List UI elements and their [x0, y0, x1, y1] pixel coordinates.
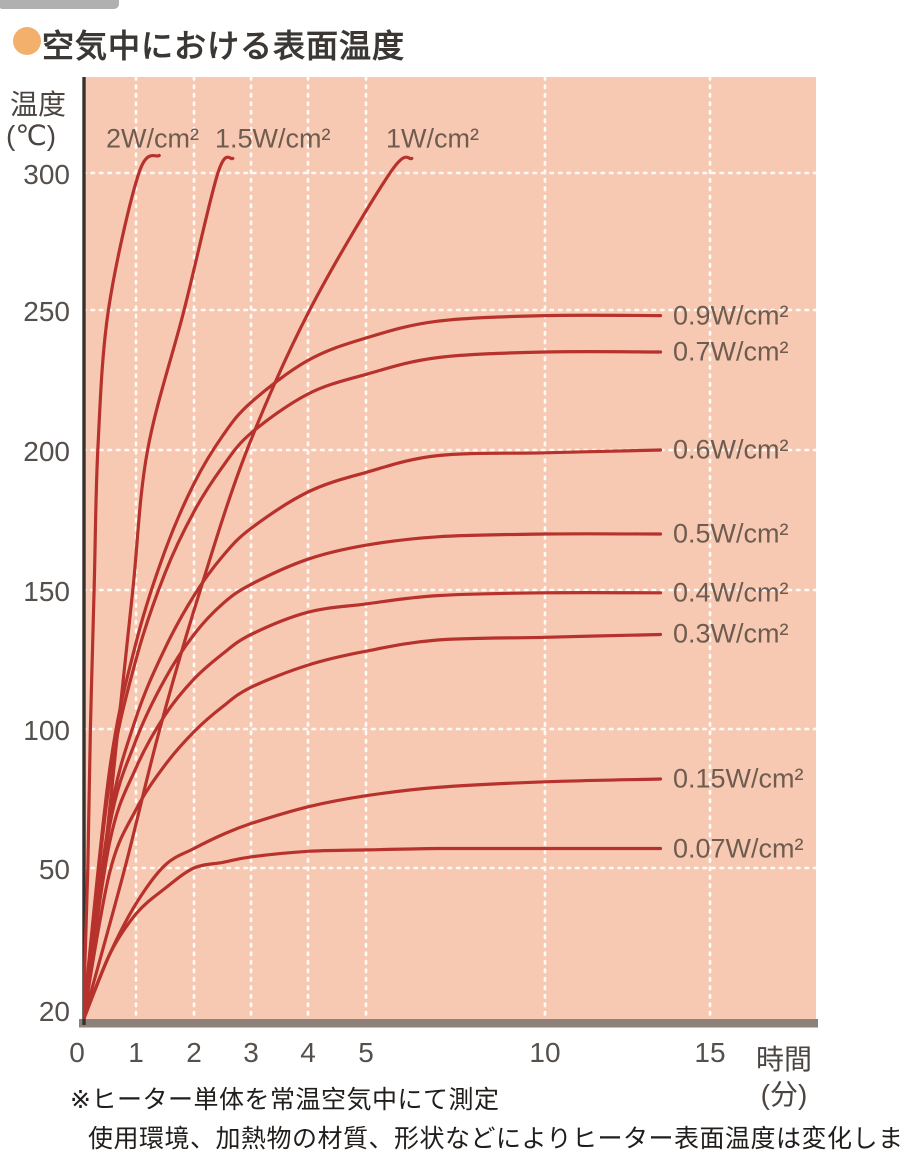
footnote-disclaimer: 使用環境、加熱物の材質、形状などによりヒーター表面温度は変化します。 — [88, 1125, 900, 1153]
x-axis-unit-label: 時間 — [755, 1044, 812, 1075]
x-tick-label: 5 — [358, 1037, 374, 1068]
curve-label-1.5w: 1.5W/cm² — [215, 123, 331, 154]
curve-label-0.4w: 0.4W/cm² — [673, 577, 789, 608]
page-title: 空気中における表面温度 — [42, 28, 406, 64]
y-tick-label: 20 — [38, 996, 70, 1027]
curve-label-0.5w: 0.5W/cm² — [673, 518, 789, 549]
curve-label-0.7w: 0.7W/cm² — [673, 336, 789, 367]
top-edge-fragment — [0, 0, 119, 9]
curve-label-0.9w: 0.9W/cm² — [673, 300, 789, 331]
x-tick-label: 0 — [69, 1037, 85, 1068]
curve-label-2w: 2W/cm² — [106, 123, 199, 154]
curve-label-0.15w: 0.15W/cm² — [673, 763, 804, 794]
y-tick-label: 150 — [23, 576, 70, 607]
curve-label-0.6w: 0.6W/cm² — [673, 434, 789, 465]
x-tick-label: 2 — [186, 1037, 202, 1068]
curve-label-0.07w: 0.07W/cm² — [673, 833, 804, 864]
y-axis-unit-label: 温度 — [10, 89, 67, 120]
y-axis-unit-symbol: (℃) — [6, 120, 57, 151]
section-bullet-icon — [13, 27, 41, 55]
curve-label-0.3w: 0.3W/cm² — [673, 618, 789, 649]
x-axis-unit-symbol: (分) — [760, 1079, 808, 1110]
x-tick-label: 15 — [694, 1037, 726, 1068]
curve-label-1w: 1W/cm² — [386, 123, 479, 154]
y-tick-label: 200 — [23, 436, 70, 467]
x-tick-label: 4 — [300, 1037, 316, 1068]
y-tick-label: 50 — [38, 854, 70, 885]
x-tick-label: 10 — [529, 1037, 561, 1068]
y-tick-label: 250 — [23, 296, 70, 327]
x-tick-label: 3 — [243, 1037, 259, 1068]
footnote-measurement: ※ヒーター単体を常温空気中にて測定 — [70, 1086, 500, 1114]
y-tick-label: 100 — [23, 715, 70, 746]
y-tick-label: 300 — [23, 159, 70, 190]
x-axis-line — [79, 1019, 818, 1028]
x-tick-label: 1 — [128, 1037, 144, 1068]
